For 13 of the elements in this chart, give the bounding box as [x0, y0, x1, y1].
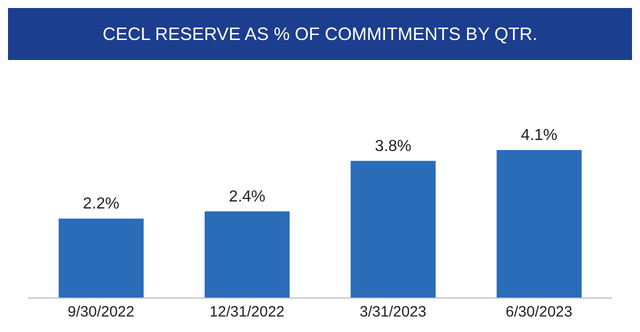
data-label: 4.1%	[520, 127, 558, 144]
bar	[204, 211, 290, 298]
x-tick-label: 12/31/2022	[209, 304, 285, 321]
data-label: 3.8%	[374, 138, 412, 155]
bar	[58, 218, 144, 298]
data-label: 2.2%	[82, 196, 120, 213]
bar	[496, 150, 582, 298]
chart-title: CECL RESERVE AS % OF COMMITMENTS BY QTR.	[8, 8, 632, 60]
x-tick-label: 6/30/2023	[506, 304, 572, 321]
bar	[350, 160, 436, 298]
x-tick-label: 9/30/2022	[68, 304, 134, 321]
x-tick-label: 3/31/2023	[360, 304, 426, 321]
data-label: 2.4%	[228, 188, 266, 206]
